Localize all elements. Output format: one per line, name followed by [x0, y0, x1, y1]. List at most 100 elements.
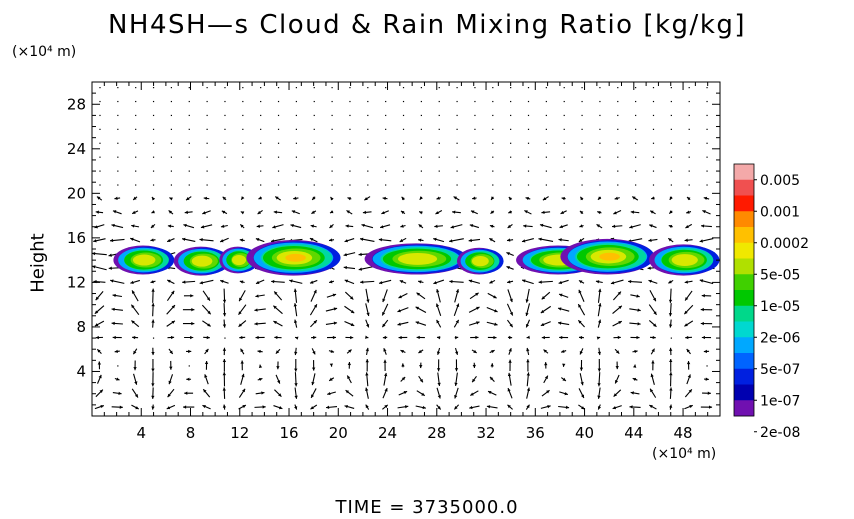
wind-arrowhead — [403, 391, 408, 395]
wind-dot — [135, 87, 137, 89]
wind-dot — [260, 100, 262, 103]
wind-arrowhead — [151, 319, 155, 323]
wind-arrowhead — [455, 351, 459, 355]
wind-arrowhead — [650, 210, 654, 214]
wind-dot — [277, 128, 280, 130]
wind-dot — [688, 156, 690, 158]
x-tick-label: 20 — [329, 424, 348, 442]
wind-dot — [510, 170, 512, 172]
wind-arrowhead — [186, 197, 190, 201]
wind-arrowhead — [525, 312, 529, 316]
wind-arrowhead — [95, 210, 99, 214]
wind-arrowhead — [378, 238, 383, 242]
colorbar-swatch — [734, 195, 754, 212]
x-tick-label: 36 — [526, 424, 545, 442]
wind-arrowhead — [240, 224, 244, 228]
wind-arrowhead — [313, 320, 317, 324]
wind-arrowhead — [203, 196, 208, 201]
wind-dot — [277, 114, 280, 117]
wind-dot — [206, 156, 208, 158]
wind-arrowhead — [132, 290, 136, 294]
wind-arrowhead — [449, 239, 453, 243]
wind-arrowhead — [597, 395, 601, 399]
wind-dot — [456, 114, 458, 117]
wind-dot — [277, 184, 280, 186]
wind-arrowhead — [684, 280, 689, 284]
wind-arrowhead — [476, 306, 480, 310]
wind-arrowhead — [365, 359, 369, 363]
wind-dot — [260, 128, 262, 130]
wind-dot — [152, 114, 155, 117]
wind-arrowhead — [453, 196, 458, 200]
wind-arrowhead — [111, 307, 115, 312]
wind-dot — [313, 156, 315, 158]
wind-arrowhead — [97, 361, 102, 365]
y-tick-label: 20 — [67, 184, 86, 202]
colorbar-swatch — [734, 400, 754, 417]
wind-arrowhead — [171, 305, 175, 309]
wind-arrowhead — [222, 324, 227, 328]
wind-arrowhead — [202, 405, 206, 409]
wind-dot — [670, 142, 672, 144]
wind-arrowhead — [135, 406, 139, 410]
wind-dot — [617, 142, 619, 144]
wind-arrowhead — [686, 361, 691, 365]
wind-dot — [635, 87, 637, 89]
wind-arrowhead — [437, 382, 441, 386]
wind-arrowhead — [190, 294, 194, 298]
wind-dot — [474, 114, 476, 117]
wind-arrowhead — [132, 210, 136, 214]
wind-arrowhead — [184, 210, 188, 215]
wind-dot — [242, 170, 244, 172]
wind-arrowhead — [435, 211, 439, 215]
wind-arrowhead — [183, 405, 187, 409]
wind-dot — [152, 337, 155, 339]
wind-arrowhead — [239, 280, 244, 284]
wind-arrowhead — [630, 210, 635, 214]
wind-dot — [295, 142, 297, 144]
wind-dot — [510, 142, 512, 144]
wind-dot — [152, 128, 155, 130]
wind-dot — [527, 87, 530, 89]
wind-arrowhead — [526, 404, 530, 409]
wind-arrowhead — [273, 210, 278, 214]
wind-dot — [670, 100, 672, 103]
wind-arrowhead — [294, 351, 298, 356]
wind-arrowhead — [507, 404, 511, 409]
wind-dot — [545, 87, 547, 89]
wind-arrowhead — [489, 224, 494, 228]
wind-dot — [402, 128, 405, 130]
wind-arrowhead — [190, 335, 194, 340]
wind-arrowhead — [222, 372, 226, 376]
wind-arrowhead — [108, 266, 112, 270]
wind-arrowhead — [558, 238, 562, 242]
wind-arrowhead — [454, 382, 458, 386]
wind-dot — [456, 156, 458, 158]
wind-arrowhead — [112, 293, 116, 298]
wind-arrowhead — [100, 404, 104, 409]
wind-arrowhead — [507, 280, 511, 284]
wind-arrowhead — [222, 347, 227, 351]
wind-arrowhead — [526, 372, 530, 376]
wind-arrowhead — [271, 279, 275, 284]
wind-arrowhead — [327, 391, 331, 396]
wind-arrowhead — [382, 298, 386, 303]
x-tick-label: 4 — [136, 424, 146, 442]
wind-arrowhead — [597, 383, 601, 387]
wind-arrowhead — [383, 359, 387, 363]
wind-arrowhead — [649, 224, 653, 228]
wind-dot — [385, 128, 387, 130]
wind-arrowhead — [349, 296, 354, 300]
wind-dot — [260, 114, 262, 117]
wind-dot — [688, 128, 690, 130]
wind-arrowhead — [687, 196, 691, 201]
wind-dot — [331, 114, 333, 117]
wind-arrowhead — [629, 405, 633, 409]
wind-dot — [331, 170, 333, 172]
wind-arrowhead — [272, 225, 276, 229]
wind-arrowhead — [365, 404, 369, 409]
wind-arrowhead — [398, 335, 402, 340]
wind-dot — [527, 156, 530, 158]
wind-arrowhead — [383, 348, 387, 352]
wind-arrowhead — [653, 311, 657, 315]
